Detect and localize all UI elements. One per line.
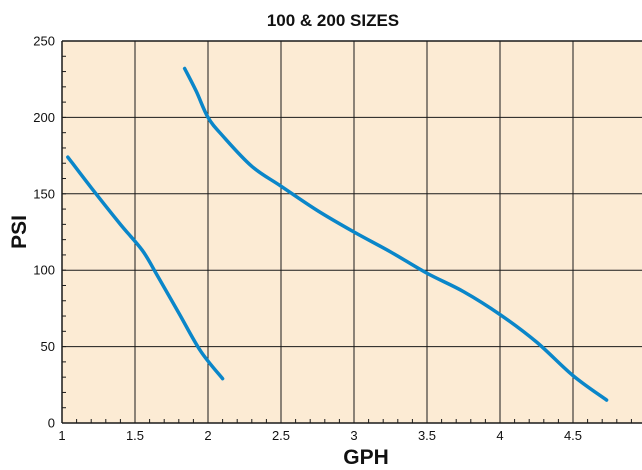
x-tick-label: 3 (350, 428, 357, 443)
y-tick-label: 0 (48, 416, 55, 431)
x-tick-label: 1.5 (126, 428, 144, 443)
x-tick-label: 4 (496, 428, 503, 443)
series-line-1 (66, 155, 225, 381)
x-tick-labels: 11.522.533.544.55 (58, 428, 582, 443)
x-tick-label: 2.5 (272, 428, 290, 443)
y-tick-label: 150 (33, 186, 55, 201)
y-tick-label: 100 (33, 263, 55, 278)
y-axis-label: PSI (8, 215, 31, 249)
x-tick-label: 2 (204, 428, 211, 443)
x-tick-label: 1 (58, 428, 65, 443)
x-tick-label: 3.5 (418, 428, 436, 443)
x-axis-label: GPH (343, 446, 389, 469)
series-lines (66, 66, 609, 402)
y-tick-label: 200 (33, 110, 55, 125)
chart-title: 100 & 200 SIZES (267, 11, 399, 30)
y-tick-labels: 0 50 100 150 200 250 (33, 34, 55, 431)
y-tick-label: 250 (33, 34, 55, 49)
series-line-2 (182, 66, 609, 402)
grid-lines (61, 40, 642, 424)
y-tick-label: 50 (41, 339, 55, 354)
x-tick-label: 4.5 (564, 428, 582, 443)
